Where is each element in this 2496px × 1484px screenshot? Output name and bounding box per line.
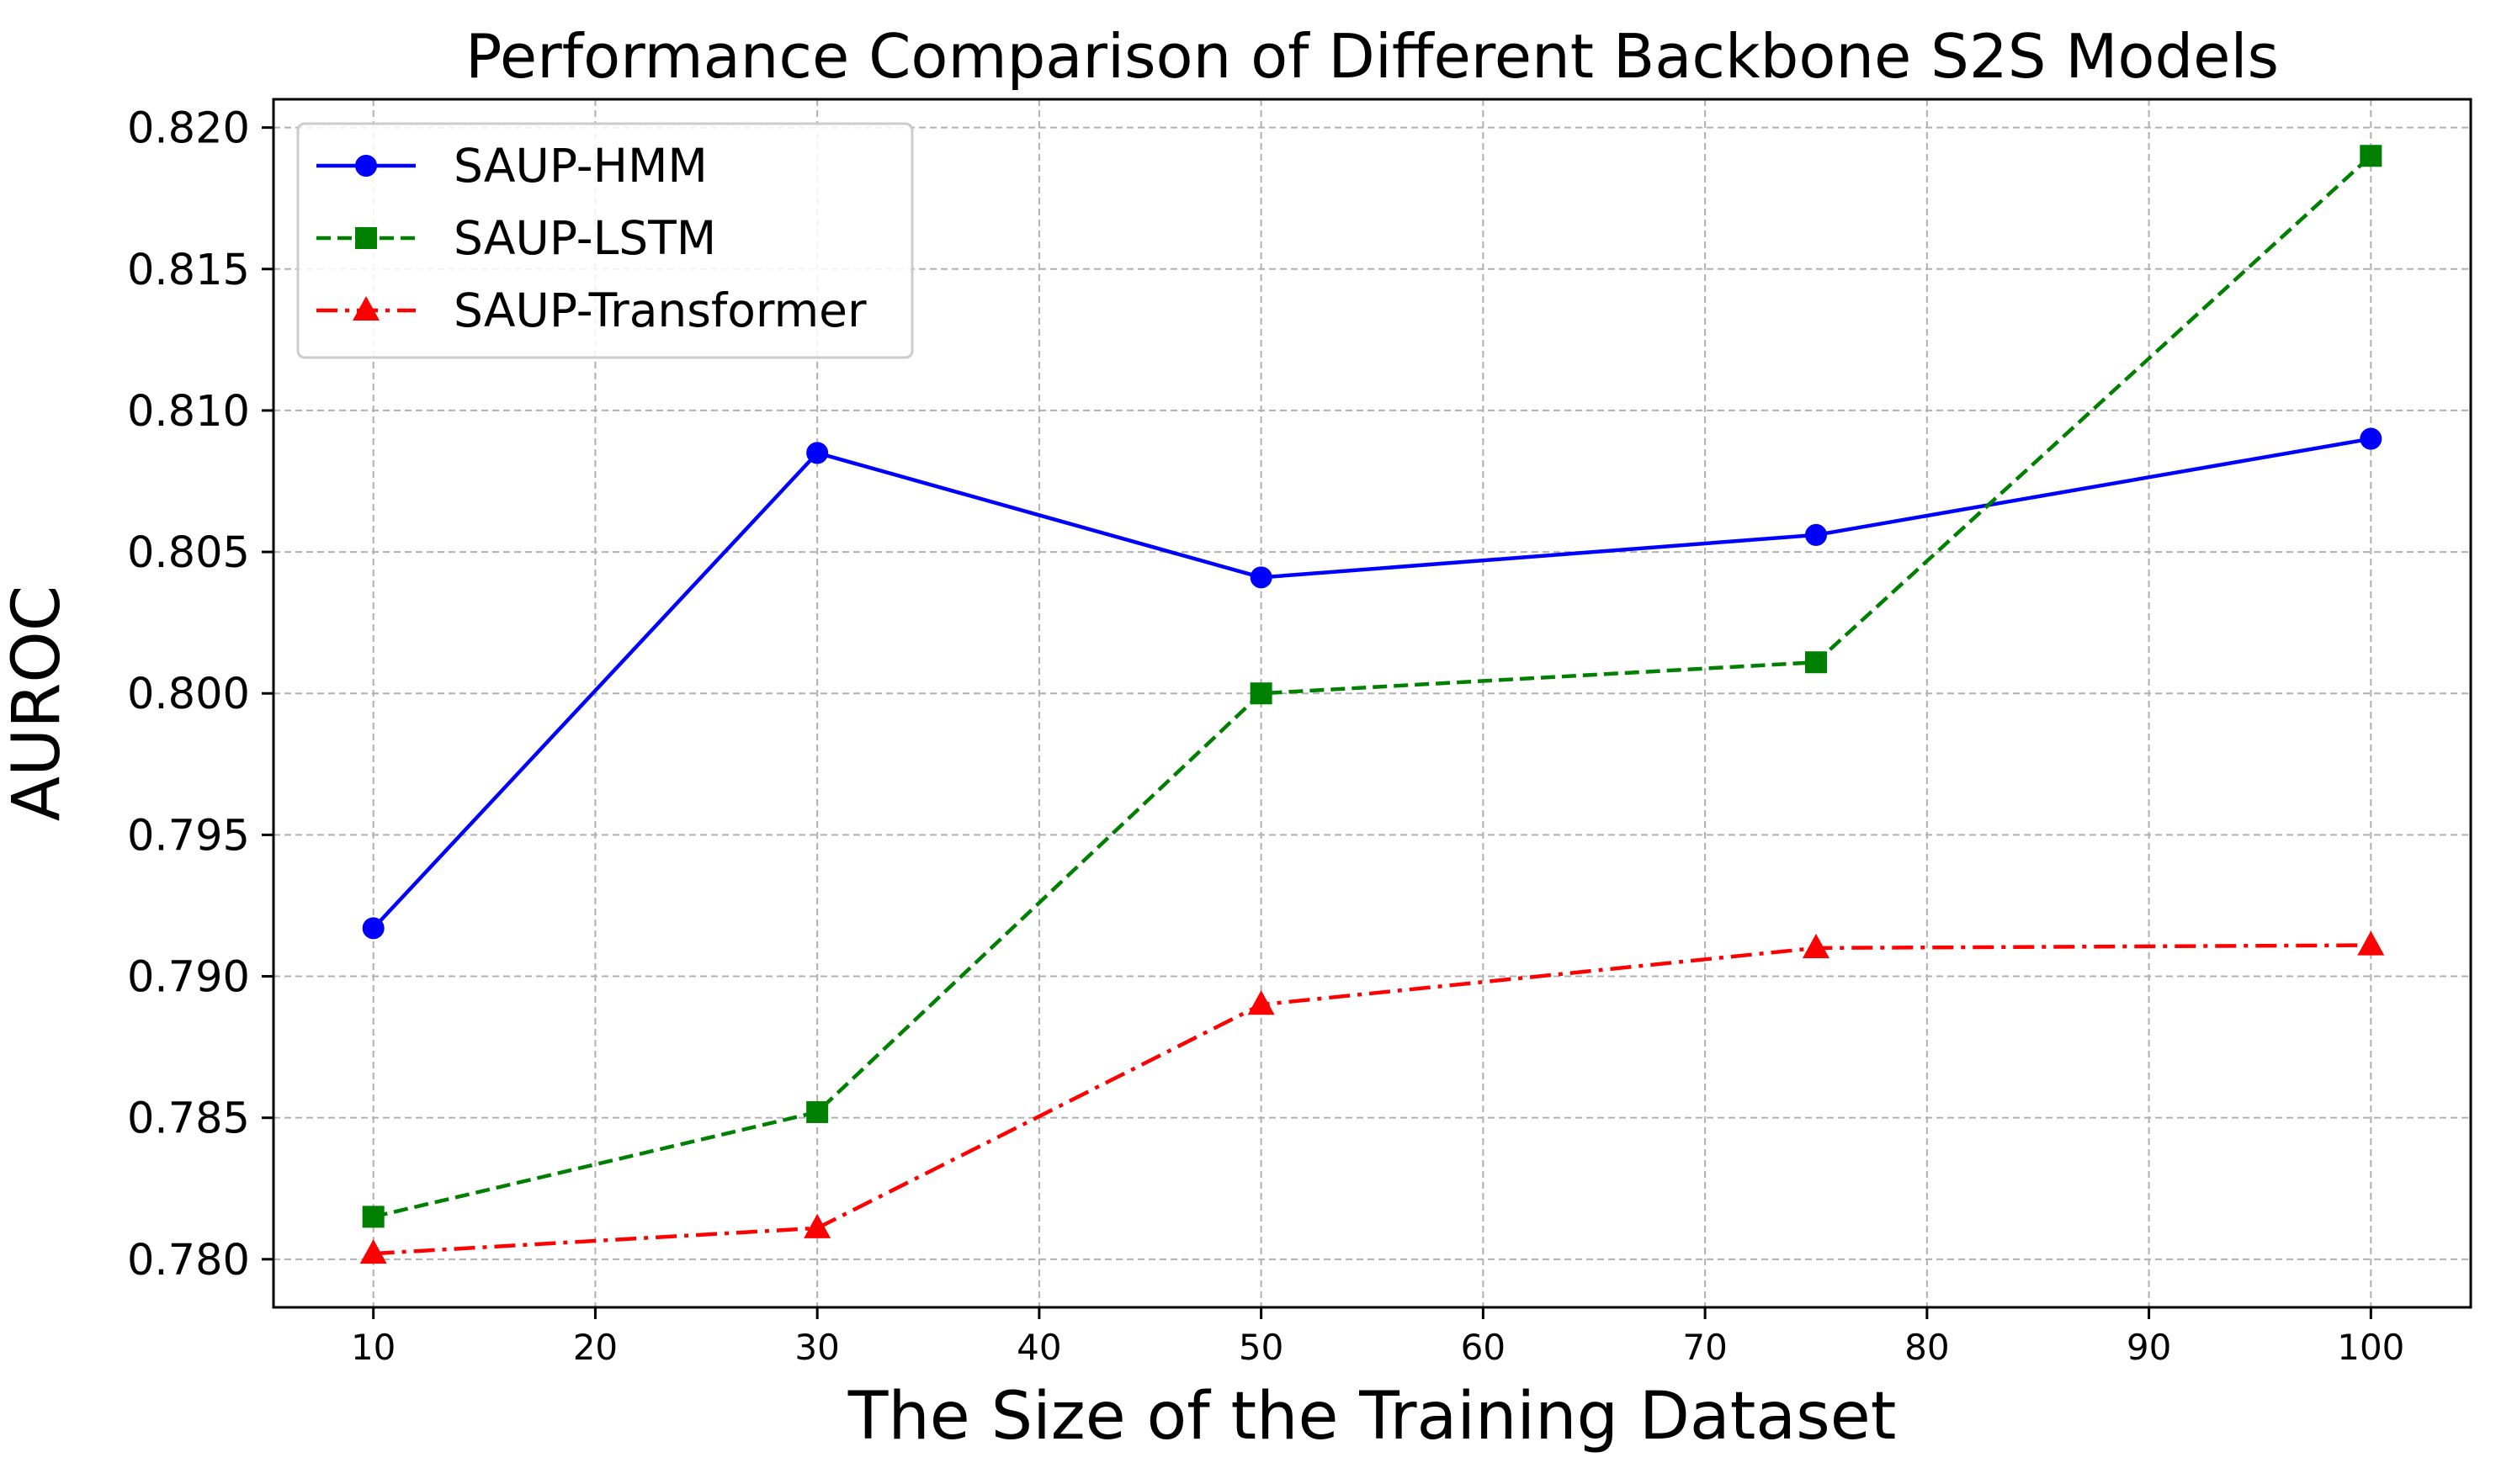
y-tick-label: 0.810 — [127, 387, 250, 437]
data-point-marker — [359, 1239, 387, 1264]
axes-layer: 10 20 30 40 50 60 70 80 90 100 0.780 0.785 0.790 0.79… — [127, 98, 2472, 1368]
y-tick-label: 0.815 — [127, 246, 250, 295]
legend-item: SAUP-Transformer — [316, 284, 867, 337]
legend-item: SAUP-HMM — [316, 139, 708, 193]
x-tick-label: 60 — [1461, 1327, 1506, 1368]
legend-label: SAUP-LSTM — [454, 211, 716, 265]
series-saup-hmm — [362, 427, 2382, 940]
data-point-marker — [806, 442, 829, 464]
y-tick-label: 0.790 — [127, 953, 250, 1003]
data-point-marker — [804, 1213, 831, 1238]
legend-item: SAUP-LSTM — [316, 211, 716, 265]
data-point-marker — [1250, 566, 1272, 589]
legend-marker-swatch — [353, 295, 380, 321]
chart-title: Performance Comparison of Different Back… — [465, 21, 2279, 92]
x-tick-label: 10 — [351, 1327, 396, 1368]
x-tick-label: 40 — [1017, 1327, 1061, 1368]
legend-marker-swatch — [355, 155, 377, 177]
x-tick-label: 30 — [794, 1327, 839, 1368]
y-tick-label: 0.820 — [127, 104, 250, 154]
y-tick-label: 0.805 — [127, 528, 250, 578]
legend-box — [296, 122, 914, 359]
data-point-marker — [1804, 523, 1827, 546]
legend: SAUP-HMM SAUP-LSTM SAUP-Transformer — [296, 122, 914, 359]
data-point-marker — [806, 1100, 829, 1123]
legend-label: SAUP-Transformer — [454, 284, 867, 337]
series-layer — [359, 145, 2385, 1264]
x-tick-label: 20 — [573, 1327, 618, 1368]
legend-marker-swatch — [355, 227, 377, 249]
data-point-marker — [2357, 930, 2385, 956]
data-point-marker — [2360, 427, 2382, 450]
series-saup-transformer — [359, 930, 2385, 1264]
y-tick-label: 0.795 — [127, 811, 250, 861]
legend-label: SAUP-HMM — [454, 139, 708, 193]
y-tick-label: 0.800 — [127, 670, 250, 719]
y-tick-label: 0.780 — [127, 1236, 250, 1285]
series-line — [373, 154, 2372, 1219]
data-point-marker — [1804, 651, 1827, 674]
x-tick-label: 90 — [2127, 1327, 2171, 1368]
y-tick-label: 0.785 — [127, 1094, 250, 1144]
data-point-marker — [1247, 990, 1275, 1015]
y-axis-label: AUROC — [0, 586, 75, 822]
data-point-marker — [1802, 933, 1830, 958]
data-point-marker — [362, 917, 385, 940]
x-tick-label: 50 — [1239, 1327, 1283, 1368]
series-saup-lstm — [362, 145, 2382, 1228]
data-point-marker — [2360, 145, 2382, 167]
x-tick-label: 70 — [1682, 1327, 1727, 1368]
data-point-marker — [1250, 682, 1272, 705]
data-point-marker — [362, 1206, 385, 1228]
x-tick-label: 80 — [1904, 1327, 1949, 1368]
x-tick-label: 100 — [2337, 1327, 2404, 1368]
x-axis-label: The Size of the Training Dataset — [847, 1379, 1897, 1455]
plot-frame — [272, 98, 2472, 1309]
